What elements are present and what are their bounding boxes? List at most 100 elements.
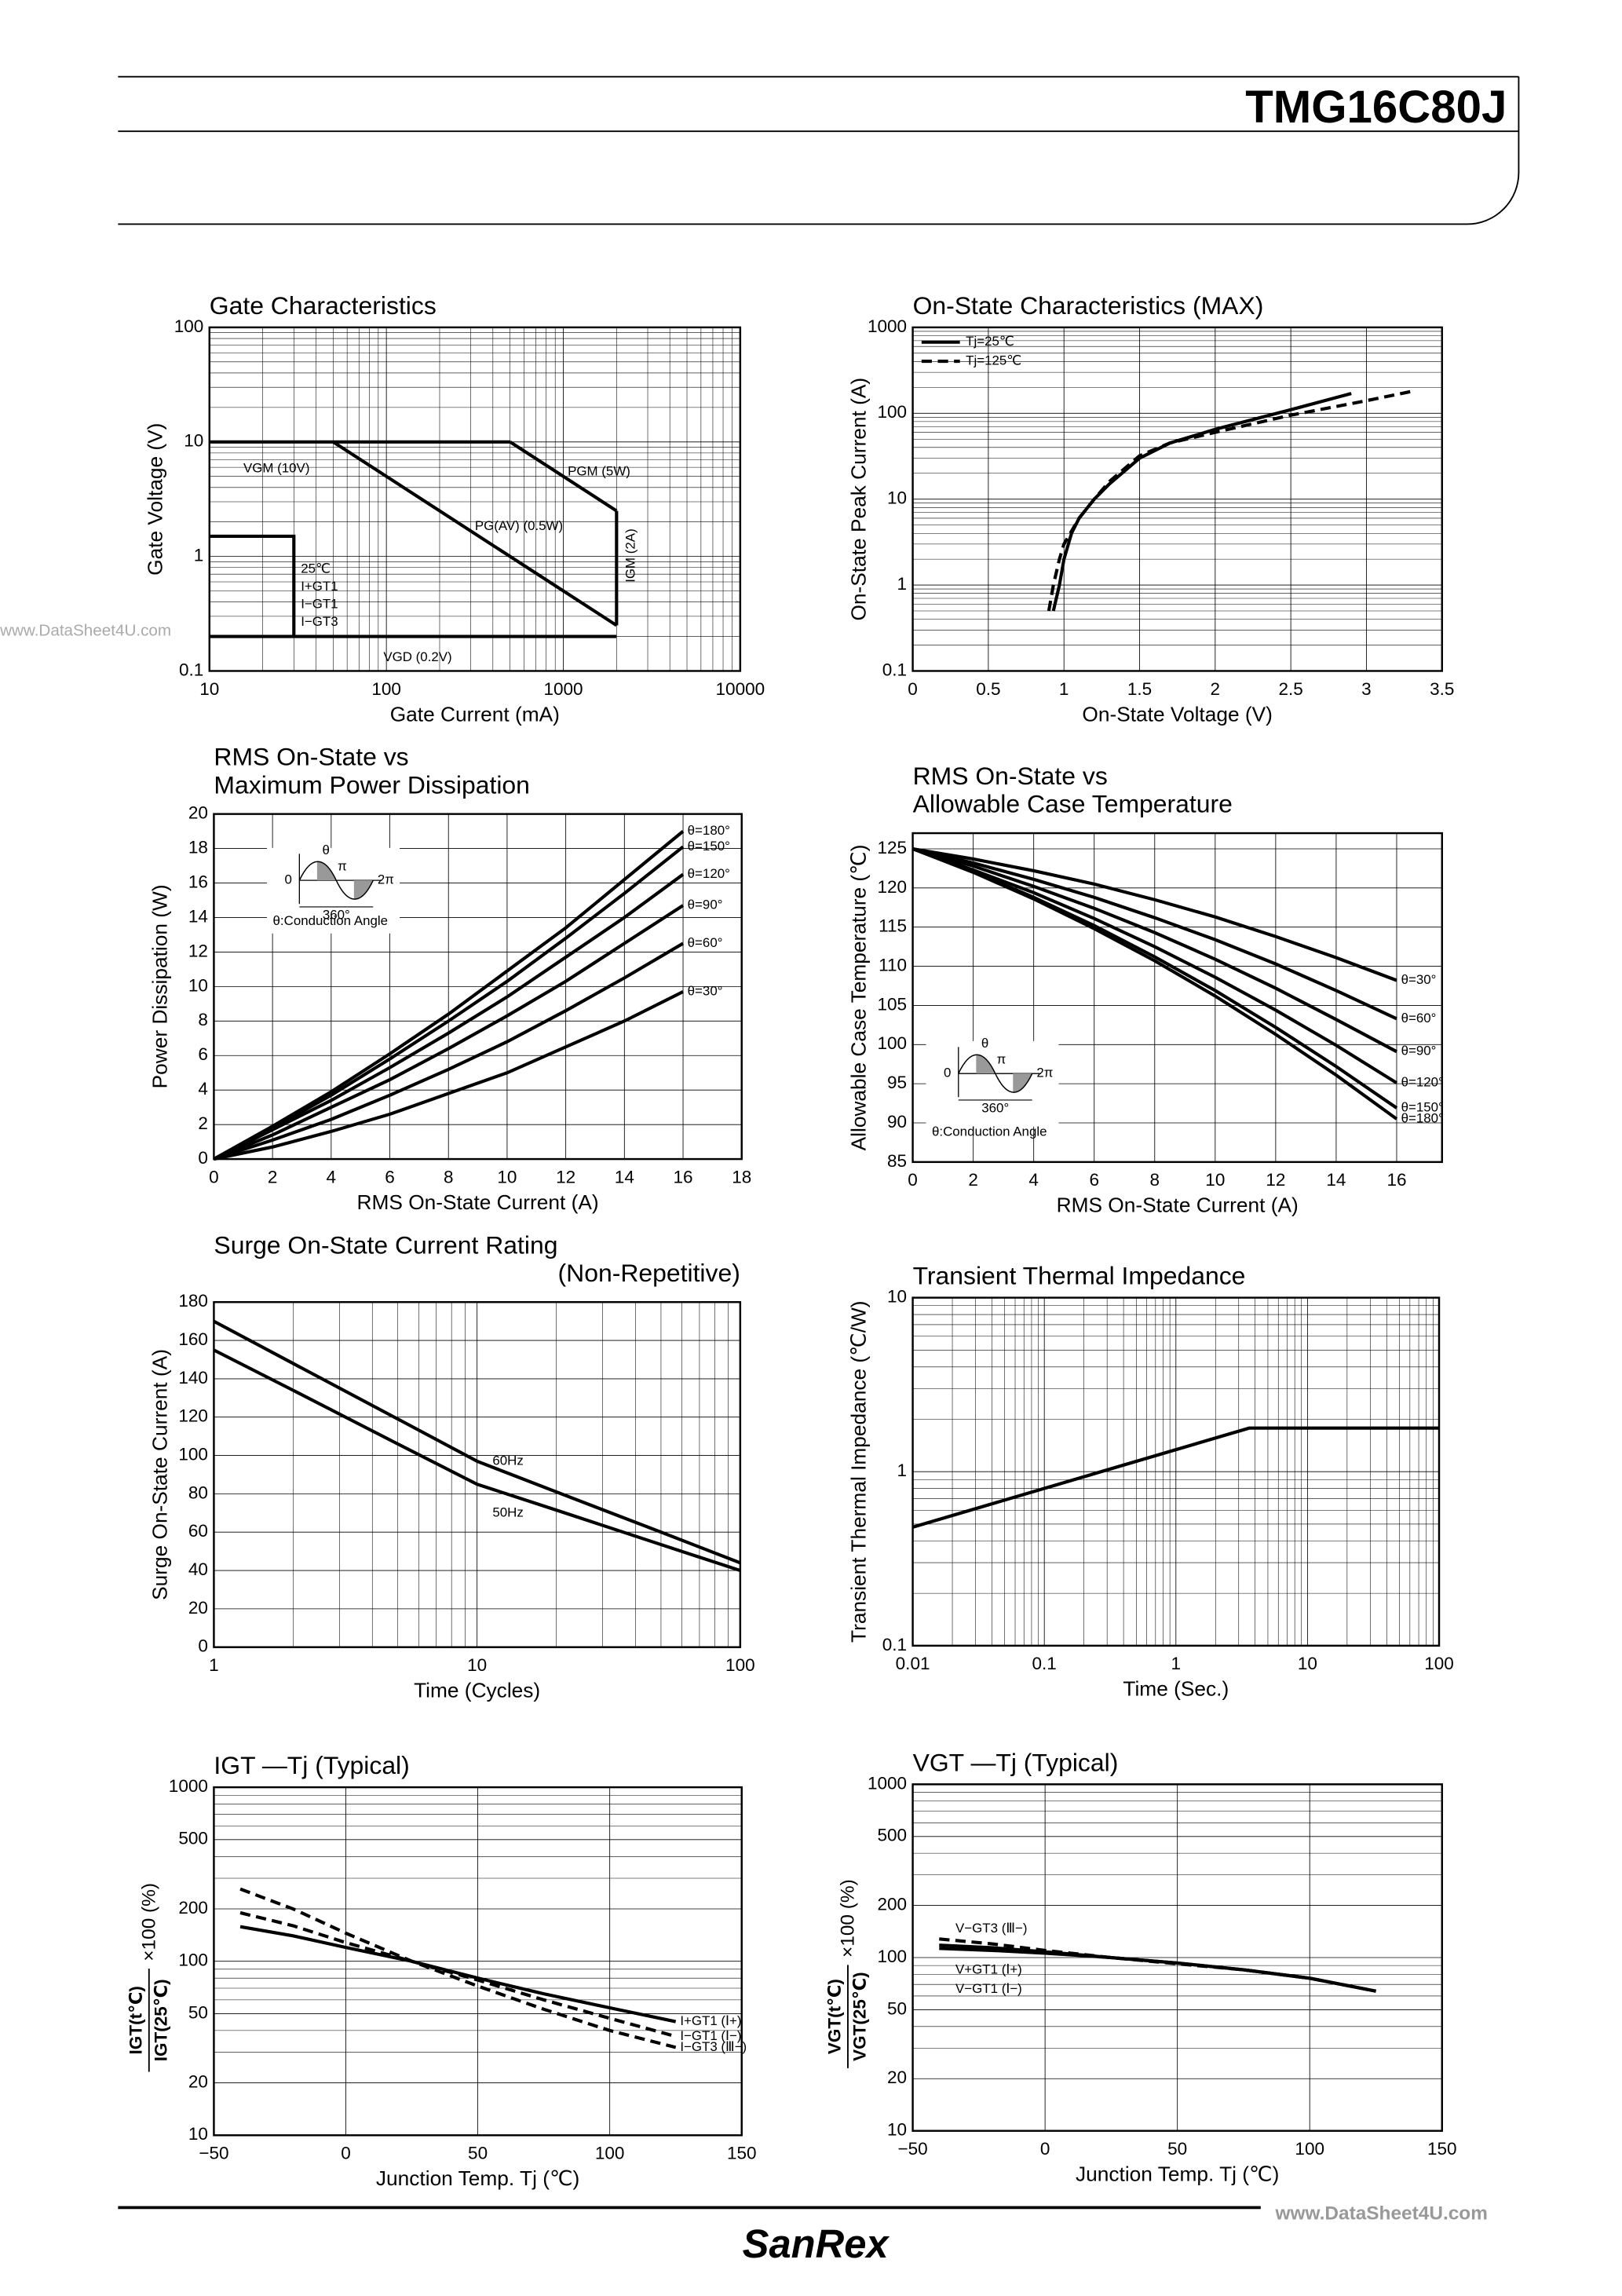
series-label: θ=120° (1401, 1075, 1444, 1090)
y-tick-label: 0.1 (882, 660, 907, 679)
inset-wave (298, 861, 374, 900)
inset-shade (976, 1054, 995, 1074)
x-tick-label: 3 (1361, 679, 1372, 699)
x-tick-label: 1000 (543, 679, 583, 699)
series-label: 50Hz (492, 1504, 523, 1519)
x-tick-label: 0 (908, 679, 918, 699)
inset-bg (926, 1040, 1059, 1127)
inset-label: 0 (285, 872, 292, 887)
x-tick-label: 150 (1427, 2139, 1457, 2159)
x-tick-label: 18 (732, 1167, 751, 1186)
plot-frame (213, 1786, 743, 2137)
y-tick-label: 80 (188, 1483, 208, 1502)
y-tick-label: 125 (877, 838, 907, 857)
inset-label: θ (322, 843, 329, 857)
x-tick-label: 1.5 (1127, 679, 1152, 699)
x-tick-label: 10000 (716, 679, 765, 699)
x-tick-label: 0.5 (976, 679, 1000, 699)
x-tick-label: 16 (674, 1167, 693, 1186)
inset-shade (316, 861, 337, 881)
annotation: I−GT3 (301, 614, 338, 629)
data-line (239, 1887, 677, 2049)
x-tick-label: 2 (268, 1167, 278, 1186)
x-tick-label: 8 (444, 1167, 454, 1186)
y-tick-label: 200 (877, 1895, 907, 1914)
y-tick-label: 105 (877, 994, 907, 1014)
y-tick-label: 50 (887, 1998, 907, 2018)
series-label: θ=180° (1401, 1110, 1444, 1125)
y-tick-label: 18 (188, 838, 208, 857)
legend-label: Tj=25℃ (966, 334, 1014, 349)
data-line (213, 872, 685, 1161)
data-line (213, 941, 685, 1161)
data-line (912, 846, 1397, 982)
plot-frame (911, 832, 1443, 1164)
y-tick-label: 160 (178, 1329, 208, 1349)
x-tick-label: 4 (1028, 1170, 1039, 1190)
chart-title: Surge On-State Current Rating (214, 1230, 557, 1259)
x-axis-label: Junction Temp. Tj (℃) (1076, 2163, 1279, 2186)
series-label: θ=150° (1401, 1100, 1444, 1115)
header: TMG16C80J (118, 75, 1520, 225)
y-label-factor: ×100 (%) (837, 1879, 858, 1958)
series-label: θ=150° (688, 839, 730, 854)
y-axis-label: IGT(t℃) IGT(25℃) ×100 (%) (126, 1883, 170, 2072)
y-tick-label: 95 (887, 1073, 907, 1092)
data-line (911, 847, 1398, 1121)
data-line (332, 441, 618, 627)
x-tick-label: 10 (497, 1167, 517, 1186)
footer: SanRex www.DataSheet4U.com (118, 2203, 1488, 2266)
y-tick-label: 0.1 (882, 1635, 907, 1654)
y-label-denominator: VGT(25℃) (849, 1972, 869, 2061)
y-tick-label: 100 (877, 1947, 907, 1966)
inset-label: 0 (944, 1066, 951, 1080)
y-tick-label: 0 (198, 1636, 208, 1656)
y-tick-label: 20 (887, 2067, 907, 2087)
series-label: 25℃ (301, 561, 331, 576)
series-label: PG(AV) (0.5W) (475, 518, 563, 533)
y-tick-label: 20 (188, 1598, 208, 1618)
y-tick-label: 180 (178, 1291, 208, 1311)
y-tick-label: 4 (198, 1079, 208, 1099)
x-tick-label: 2.5 (1278, 679, 1302, 699)
x-tick-label: 100 (725, 1655, 755, 1675)
annotation: I+GT1 (301, 579, 338, 594)
y-tick-label: 0.1 (179, 660, 203, 679)
data-line (912, 846, 1397, 1021)
y-tick-label: 10 (887, 1287, 907, 1307)
x-tick-label: 12 (1266, 1170, 1285, 1190)
series-label: θ=90° (688, 898, 723, 912)
legend-label: Tj=125℃ (966, 353, 1021, 368)
y-tick-label: 1 (194, 546, 204, 565)
y-axis-label: Power Dissipation (W) (148, 884, 171, 1088)
y-tick-label: 10 (184, 431, 203, 451)
y-tick-label: 500 (178, 1829, 208, 1848)
x-axis-label: RMS On-State Current (A) (1057, 1194, 1299, 1217)
chart: −50 0 50 100 150 10 20 50 100 200 500 1000 IGT —Tj (… (126, 1751, 756, 2190)
x-tick-label: 100 (371, 679, 401, 699)
y-label-numerator: VGT(t℃) (825, 1979, 845, 2054)
y-tick-label: 100 (877, 1033, 907, 1053)
series-label: θ=60° (688, 935, 723, 950)
y-tick-label: 60 (188, 1521, 208, 1541)
y-tick-label: 6 (198, 1044, 208, 1064)
plot-frame (911, 1296, 1441, 1647)
data-line (911, 847, 1398, 1084)
x-tick-label: 1 (1059, 679, 1069, 699)
x-tick-label: 12 (556, 1167, 575, 1186)
plot-frame (213, 1301, 742, 1648)
watermark: www.DataSheet4U.com (1275, 2203, 1488, 2224)
chart: 0 2 4 6 8 10 12 14 16 85 90 95 100 105 110 115 120 125 RMS… (846, 762, 1443, 1217)
x-tick-label: 6 (385, 1167, 395, 1186)
x-tick-label: 50 (468, 2144, 488, 2163)
y-tick-label: 1 (897, 1461, 908, 1480)
series-label: θ=60° (1401, 1011, 1437, 1026)
series-label: IGM (2A) (623, 528, 637, 583)
series-label: PGM (5W) (568, 463, 630, 478)
y-tick-label: 16 (188, 872, 208, 891)
x-tick-label: 0.1 (1032, 1654, 1057, 1673)
inset-shade (353, 880, 374, 900)
